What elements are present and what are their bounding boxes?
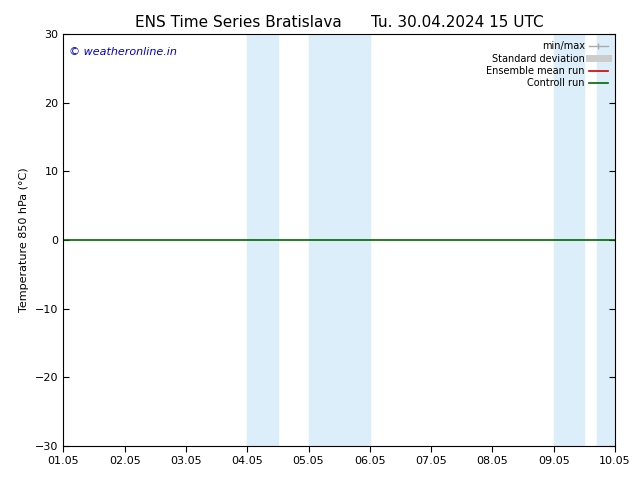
Bar bbox=[309, 34, 370, 446]
Bar bbox=[247, 34, 278, 446]
Legend: min/max, Standard deviation, Ensemble mean run, Controll run: min/max, Standard deviation, Ensemble me… bbox=[484, 39, 610, 90]
Bar bbox=[597, 34, 615, 446]
Text: © weatheronline.in: © weatheronline.in bbox=[69, 47, 177, 57]
Bar bbox=[553, 34, 585, 446]
Y-axis label: Temperature 850 hPa (°C): Temperature 850 hPa (°C) bbox=[20, 168, 30, 313]
Title: ENS Time Series Bratislava      Tu. 30.04.2024 15 UTC: ENS Time Series Bratislava Tu. 30.04.202… bbox=[135, 15, 543, 30]
